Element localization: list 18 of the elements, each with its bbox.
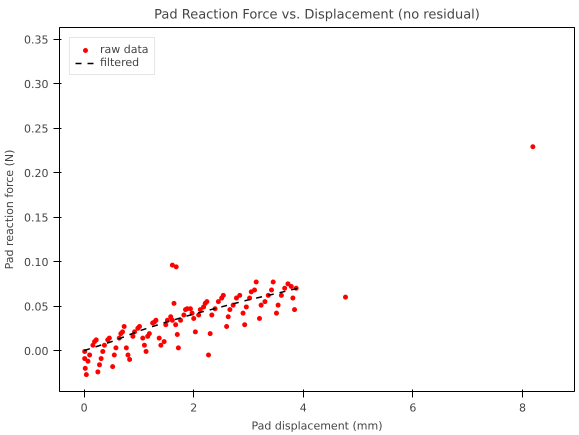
y-tick-label: 0.25	[24, 122, 49, 136]
y-tick-label: 0.05	[24, 300, 49, 314]
legend-label: raw data	[100, 43, 149, 56]
x-tick-label: 2	[190, 402, 198, 414]
y-tick-label: 0.20	[24, 167, 49, 180]
y-tick-label: 0.15	[24, 212, 49, 225]
y-tick-label: 0.35	[24, 34, 49, 47]
y-axis-title: Pad reaction force (N)	[3, 150, 16, 270]
y-tick-label: 0.00	[24, 345, 49, 358]
x-tick-label: 4	[300, 402, 307, 414]
y-tick-label: 0.10	[24, 256, 49, 270]
chart-title: Pad Reaction Force vs. Displacement (no residual)	[154, 8, 480, 22]
y-tick-label: 0.30	[24, 78, 49, 92]
x-tick-label: 6	[409, 402, 416, 414]
legend-label: filtered	[100, 56, 140, 69]
x-tick-label: 8	[518, 402, 526, 414]
x-tick-label: 0	[80, 402, 88, 414]
x-axis-title: Pad displacement (mm)	[252, 420, 383, 432]
